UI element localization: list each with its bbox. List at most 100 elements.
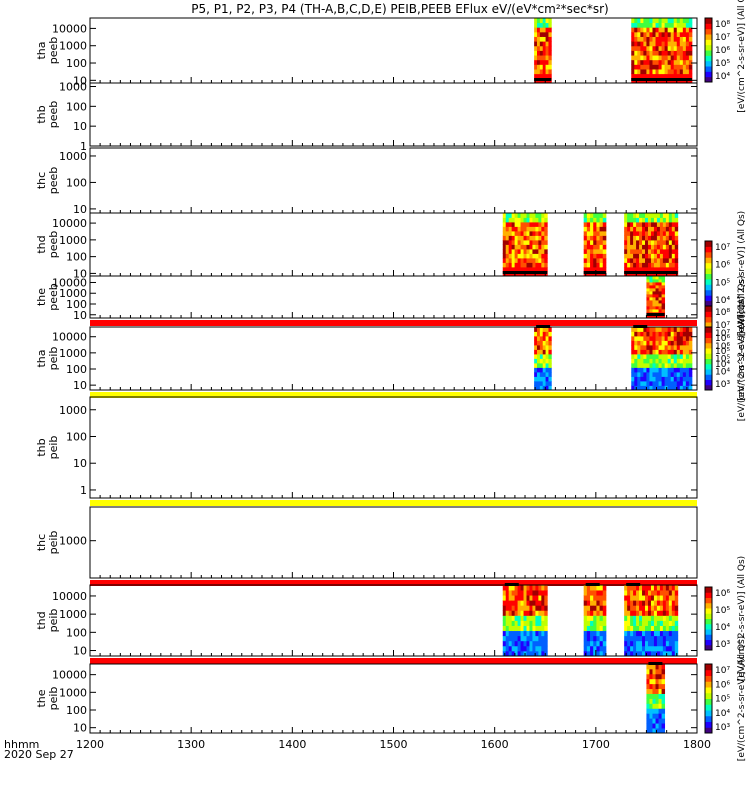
y-tick-label-thd-peib-100: 100	[66, 626, 87, 639]
colorbar-label: 10⁴	[715, 623, 730, 633]
colorbar-label: 10⁶	[715, 334, 730, 344]
y-tick-label-the-peib-10: 10	[73, 722, 87, 735]
x-tick-label-1500: 1500	[380, 738, 408, 751]
data-interval-thd-peib-2	[624, 585, 679, 657]
colorbar-segment	[705, 295, 712, 302]
panel-probe-label: tha	[35, 41, 48, 59]
data-interval-thd-peib-0	[502, 585, 548, 657]
colorbar-segment	[705, 39, 712, 46]
colorbar-segment	[705, 687, 712, 694]
data-interval-the-peeb-0	[646, 276, 666, 319]
panel-frame-the-peeb	[89, 275, 698, 319]
y-tick-label-thb-peib-100: 100	[66, 430, 87, 443]
data-interval-thd-peeb-0	[502, 213, 548, 277]
cutoff-line-thd-1	[583, 271, 606, 274]
colorbar-segment	[705, 587, 712, 593]
colorbar-frame-tha-peeb	[704, 17, 713, 83]
colorbar-segment	[705, 384, 712, 391]
colorbar-segment	[705, 704, 712, 711]
colorbar-label: 10³	[715, 380, 730, 390]
y-tick-label-thb-peib-1: 1	[80, 484, 87, 497]
colorbar-label: 10⁶	[715, 342, 730, 352]
colorbar-segment	[705, 257, 712, 264]
colorbar-segment	[705, 613, 712, 619]
colorbar-title: [eV/(cm^2-s-sr-eV)] (All Qs)	[737, 556, 747, 681]
panel-probe-label: the	[35, 689, 48, 707]
cutoff-line-thd-0	[502, 271, 548, 274]
colorbar-frame-tha-peib	[704, 326, 713, 391]
colorbar-label: 10⁶	[715, 46, 730, 56]
panel-species-label: peeb	[47, 167, 60, 195]
colorbar-segment	[705, 28, 712, 35]
colorbar-segment	[705, 634, 712, 640]
y-tick-label-the-peeb-10: 10	[73, 309, 87, 322]
panel-species-label: peeb	[47, 37, 60, 65]
colorbar-segment	[705, 337, 712, 344]
panel-species-label: peib	[47, 436, 60, 460]
colorbar-segment	[705, 669, 712, 676]
colorbar-segment	[705, 692, 712, 699]
colorbar-label: 10⁷	[715, 666, 730, 676]
panel-probe-label: thc	[35, 534, 48, 551]
status-bar-thb-peib	[90, 392, 697, 398]
y-tick-label-the-peeb-100: 100	[66, 298, 87, 311]
panel-probe-label: thb	[35, 105, 48, 123]
y-tick-label-thb-peeb-100: 100	[66, 100, 87, 113]
colorbar-label: 10⁶	[715, 261, 730, 271]
colorbar-label: 10⁶	[715, 680, 730, 690]
colorbar-label: 10⁶	[715, 589, 730, 599]
colorbar-frame-thd-peib	[704, 586, 713, 651]
colorbar-segment	[705, 597, 712, 604]
colorbar-label: 10⁷	[715, 321, 730, 331]
colorbar-label: 10⁸	[715, 308, 730, 318]
cutoff-line-thd-2	[624, 271, 678, 274]
colorbar-segment	[705, 246, 712, 253]
colorbar-segment	[705, 251, 712, 258]
colorbar-label: 10⁷	[715, 243, 730, 253]
y-tick-label-thc-peeb-1000: 1000	[59, 150, 87, 163]
panel-frame-thb-peib	[89, 396, 698, 499]
panel-probe-label: thd	[35, 611, 48, 629]
y-tick-label-thb-peeb-1000: 1000	[59, 80, 87, 93]
colorbar-segment	[705, 327, 712, 333]
panel-frame-the-peib	[89, 663, 698, 734]
colorbar-segment	[705, 44, 712, 51]
panel-probe-label: thc	[35, 172, 48, 189]
colorbar-segment	[705, 284, 712, 291]
status-bar-the-peib	[90, 658, 697, 664]
panel-frame-thc-peeb	[89, 147, 698, 214]
colorbar-label: 10⁴	[715, 360, 730, 370]
y-tick-label-tha-peeb-10000: 10000	[52, 22, 87, 35]
panel-frame-thc-peib	[89, 506, 698, 579]
y-tick-label-thd-peeb-10000: 10000	[52, 217, 87, 230]
colorbar-segment	[705, 721, 712, 728]
colorbar-label: 10⁵	[715, 355, 730, 365]
colorbar-label: 10⁵	[715, 59, 730, 69]
colorbar-segment	[705, 289, 712, 296]
colorbar-label: 10⁴	[715, 296, 730, 306]
colorbar-segment	[705, 23, 712, 30]
cutoff-line-the-0	[646, 313, 665, 316]
chart-title: P5, P1, P2, P3, P4 (TH-A,B,C,D,E) PEIB,P…	[191, 2, 609, 16]
colorbar-segment	[705, 608, 712, 614]
y-tick-label-tha-peeb-10: 10	[73, 74, 87, 87]
y-tick-label-the-peeb-10000: 10000	[52, 276, 87, 289]
colorbar-segment	[705, 34, 712, 40]
colorbar-title: [eV/(cm^2-s-sr-eV)] (All Qs)	[737, 636, 747, 761]
y-tick-label-tha-peib-10: 10	[73, 379, 87, 392]
panel-species-label: peib	[47, 531, 60, 555]
panel-probe-label: thd	[35, 235, 48, 253]
y-tick-label-thb-peeb-1: 1	[80, 140, 87, 153]
colorbar-segment	[705, 322, 712, 328]
colorbar-segment	[705, 273, 712, 280]
y-tick-label-tha-peib-10000: 10000	[52, 331, 87, 344]
x-tick-label-1400: 1400	[278, 738, 306, 751]
colorbar-label: 10⁴	[715, 709, 730, 719]
panel-species-label: peeb	[47, 101, 60, 129]
panel-species-label: peeb	[47, 231, 60, 259]
y-tick-label-thc-peeb-10: 10	[73, 203, 87, 216]
x-tick-label-1300: 1300	[177, 738, 205, 751]
colorbar-segment	[705, 332, 712, 338]
colorbar-segment	[705, 592, 712, 598]
